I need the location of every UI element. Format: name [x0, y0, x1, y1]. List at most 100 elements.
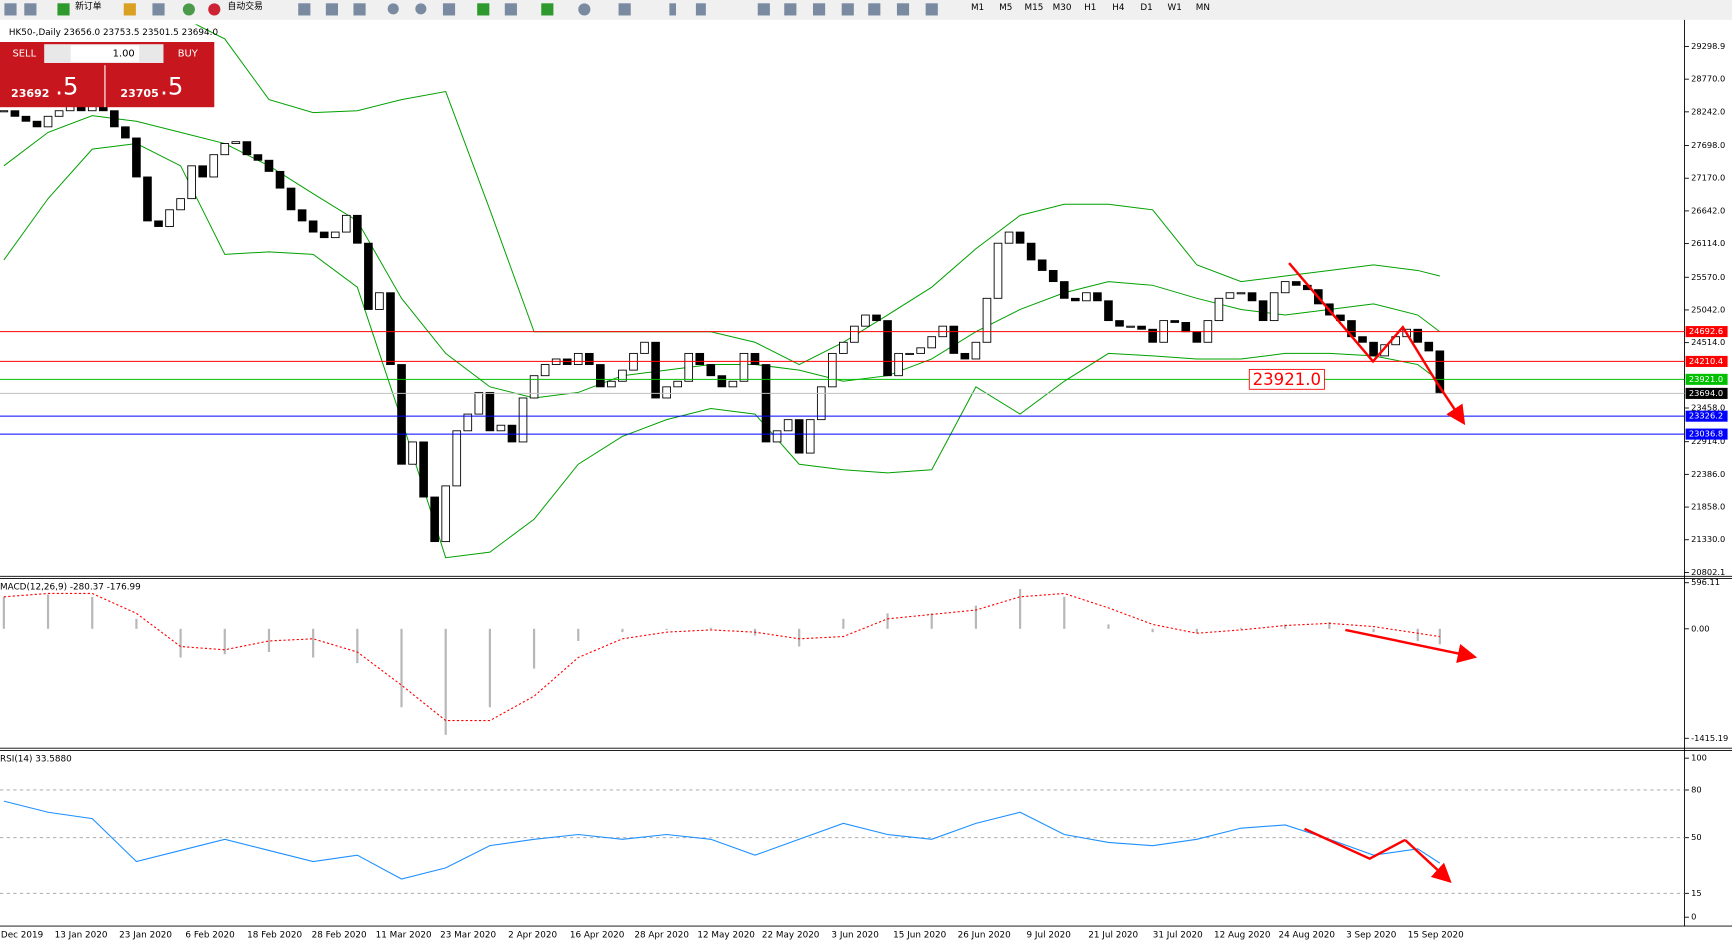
macd-bar [665, 628, 668, 630]
y-tick-label: 0.00 [1691, 623, 1709, 633]
macd-bar [842, 618, 845, 629]
candle-body [651, 341, 660, 399]
candle-body [364, 242, 373, 310]
candle-body [341, 214, 351, 233]
annotation-box [1248, 368, 1325, 390]
date-label: 28 Apr 2020 [634, 930, 689, 940]
header-value: HK50-,Daily [9, 28, 61, 38]
icon[interactable] [57, 3, 70, 16]
candle-body [794, 419, 804, 454]
candle-body [695, 352, 705, 365]
icon[interactable] [415, 3, 427, 15]
y-tick-label: 27170.0 [1691, 173, 1725, 183]
icon[interactable] [812, 3, 826, 16]
icon[interactable] [477, 3, 490, 16]
candle-body [1181, 322, 1191, 333]
icon[interactable] [695, 3, 706, 16]
icon[interactable] [784, 3, 797, 16]
icon[interactable] [353, 3, 366, 16]
auto-trading[interactable]: 自动交易 [228, 0, 263, 12]
icon[interactable] [925, 3, 938, 16]
icon[interactable] [841, 3, 854, 16]
candle-body [573, 352, 583, 365]
timeframe[interactable]: M1 [971, 3, 984, 13]
candle-body [121, 126, 130, 139]
icon[interactable] [504, 3, 517, 16]
date-label: 15 Sep 2020 [1408, 930, 1464, 940]
candle-body [1148, 328, 1157, 343]
candle-body [463, 413, 473, 432]
icon[interactable] [4, 3, 17, 16]
candle-body [54, 110, 64, 117]
date-label: 21 Jul 2020 [1088, 930, 1138, 940]
icon[interactable] [182, 3, 195, 16]
timeframe[interactable]: M5 [999, 3, 1012, 13]
lots[interactable]: 1.00 [113, 49, 135, 60]
candle-body [1236, 292, 1246, 295]
icon[interactable] [896, 3, 910, 16]
icon[interactable] [618, 3, 631, 16]
sell-button[interactable]: SELL [12, 49, 36, 60]
icon[interactable] [208, 3, 221, 16]
toolbar [0, 0, 1732, 20]
candle-body [154, 220, 163, 227]
timeframe[interactable]: H4 [1112, 3, 1125, 13]
arrow [1404, 839, 1452, 883]
candle-body [618, 369, 627, 382]
icon[interactable] [578, 3, 591, 16]
rsi-line [3, 800, 1441, 880]
buy-price[interactable]: 23705 [120, 87, 158, 100]
timeframe[interactable]: M30 [1053, 3, 1072, 13]
candle-body [717, 375, 727, 388]
candle-body [198, 165, 208, 178]
icon[interactable] [541, 3, 554, 16]
candle-body [220, 143, 230, 156]
icon[interactable] [24, 3, 37, 16]
timeframe[interactable]: MN [1196, 3, 1210, 13]
indicator-title: MACD(12,26,9) -280.37 -176.99 [0, 582, 141, 592]
y-tick-label: 28242.0 [1691, 106, 1725, 116]
icon[interactable] [868, 3, 881, 16]
new-order[interactable]: 新订单 [75, 0, 102, 12]
icon[interactable] [325, 3, 339, 16]
sell-fraction[interactable]: .5 [55, 71, 78, 100]
candle-body [872, 314, 881, 322]
macd-bar [179, 628, 182, 658]
lots-input[interactable] [70, 45, 140, 62]
axes: 29298.9 28770.0 28242.0 27698.0 27170.0 26642… [0, 41, 1728, 941]
buy-fraction[interactable]: .5 [160, 71, 183, 100]
buy-button[interactable]: BUY [178, 49, 199, 60]
icon[interactable] [298, 3, 311, 16]
trend-arrows [1288, 262, 1478, 883]
macd-bar [400, 628, 403, 708]
icon[interactable] [442, 3, 456, 16]
annotation: 23921.0 [1253, 370, 1321, 389]
timeframe[interactable]: W1 [1168, 3, 1182, 13]
date-label: 13 Jan 2020 [55, 930, 108, 940]
timeframe[interactable]: D1 [1140, 3, 1152, 13]
icon[interactable] [387, 3, 399, 15]
candle-body [662, 386, 671, 399]
toolbar-icons [4, 3, 938, 16]
candle-body [110, 110, 119, 128]
timeframe[interactable]: H1 [1084, 3, 1096, 13]
macd-bar [1107, 624, 1110, 629]
timeframe[interactable]: M15 [1024, 3, 1043, 13]
y-tick-label: -1415.19 [1691, 733, 1728, 743]
candle-body [750, 352, 760, 365]
candle-body [883, 320, 892, 377]
sell-price[interactable]: 23692 [11, 87, 49, 100]
candle-body [640, 341, 649, 354]
candle-body [1269, 292, 1279, 322]
y-tick-label: 596.11 [1691, 577, 1720, 587]
icon[interactable] [152, 3, 165, 16]
icon[interactable] [669, 3, 677, 16]
macd-bar [621, 628, 624, 633]
header-value: 23694.0 [182, 28, 219, 38]
candle-body [441, 485, 451, 543]
icon[interactable] [123, 3, 136, 16]
icon[interactable] [757, 3, 770, 16]
date-label: 23 Mar 2020 [440, 930, 496, 940]
candle-body [1015, 231, 1025, 244]
candle-body [408, 441, 417, 465]
